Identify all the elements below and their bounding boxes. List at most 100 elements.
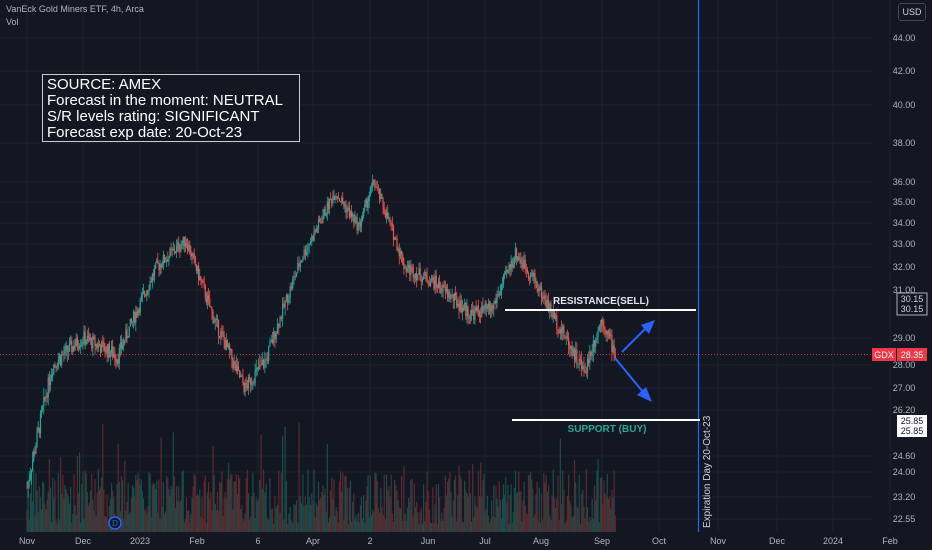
volume-bar: [590, 520, 592, 532]
candle-body: [588, 358, 590, 364]
volume-indicator-label[interactable]: Vol: [6, 17, 19, 27]
candle-body: [183, 236, 185, 247]
volume-bar: [183, 522, 185, 532]
candle-body: [127, 337, 129, 339]
dividend-marker-icon[interactable]: D: [108, 516, 122, 530]
candle-body: [487, 303, 490, 307]
volume-bar: [27, 491, 29, 532]
candle-body: [80, 345, 82, 347]
volume-bar: [380, 488, 382, 532]
volume-bar: [343, 520, 345, 532]
candle-body: [482, 305, 484, 311]
volume-bar: [568, 474, 570, 532]
candle-body: [427, 281, 429, 285]
price-axis[interactable]: 44.00 42.00 40.00 38.00 36.00 35.00 34.00 33.00…: [893, 33, 916, 524]
volume-bar: [419, 511, 421, 532]
candle-body: [55, 365, 57, 368]
candle-body: [290, 286, 293, 289]
volume-bar: [544, 483, 546, 532]
candle-body: [595, 340, 597, 347]
volume-bar: [437, 484, 440, 532]
candle-body: [492, 305, 494, 310]
candle-body: [518, 256, 520, 261]
symbol-title: VanEck Gold Miners ETF, 4h, Arca: [6, 4, 144, 14]
volume-bar: [546, 491, 548, 532]
candle-body: [578, 358, 580, 364]
candle-body: [477, 306, 479, 312]
candle-body: [256, 367, 258, 370]
candle-body: [242, 376, 244, 384]
volume-bar: [252, 472, 254, 532]
volume-bar: [167, 478, 169, 532]
volume-bar: [579, 523, 582, 532]
volume-bar: [397, 500, 399, 532]
candle-body: [357, 223, 359, 231]
candle-body: [262, 359, 265, 368]
candle-body: [614, 355, 616, 358]
volume-bar: [175, 485, 178, 532]
candle-body: [321, 222, 323, 223]
volume-bar: [220, 482, 222, 532]
volume-bar: [302, 474, 304, 532]
volume-bar: [327, 522, 330, 532]
candle-body: [115, 358, 117, 362]
volume-bar: [366, 486, 368, 532]
candle-body: [47, 377, 49, 398]
candle-body: [604, 329, 606, 332]
candle-body: [469, 315, 471, 319]
candle-body: [539, 286, 541, 290]
candle-body: [348, 207, 350, 217]
candle-body: [194, 257, 196, 266]
candle-body: [360, 221, 363, 227]
candle-body: [226, 340, 229, 348]
volume-bar: [322, 485, 324, 532]
volume-bar: [112, 490, 114, 532]
candle-body: [83, 331, 85, 343]
candle-body: [454, 292, 457, 297]
time-axis[interactable]: Nov Dec 2023 Feb 6 Apr 2 Jun Jul Aug Sep Oct Nov Dec 2…: [19, 536, 898, 546]
volume-bar: [30, 470, 33, 532]
candle-body: [87, 335, 90, 338]
candle-body: [219, 336, 221, 338]
volume-bar: [450, 492, 452, 532]
volume-bar: [399, 508, 402, 532]
y-tick-label: 24.00: [893, 467, 916, 477]
volume-bar: [597, 459, 599, 532]
candle-body: [339, 201, 342, 202]
currency-button[interactable]: USD: [898, 3, 926, 21]
volume-bar: [333, 479, 335, 532]
volume-bar: [502, 484, 505, 532]
candle-body: [323, 209, 325, 217]
candle-body: [129, 318, 131, 327]
volume-bar: [547, 485, 550, 532]
volume-bar: [493, 485, 495, 532]
candle-body: [168, 256, 170, 262]
volume-bar: [540, 493, 543, 532]
candle-body: [506, 270, 508, 273]
y-tick-label: 23.20: [893, 492, 916, 502]
volume-bar: [227, 462, 230, 532]
candle-body: [136, 312, 138, 316]
candle-body: [31, 460, 34, 470]
candle-body: [180, 245, 182, 251]
candle-body: [558, 330, 560, 334]
candle-body: [436, 285, 438, 288]
candle-body: [235, 364, 237, 372]
candle-body: [416, 273, 418, 280]
volume-bar: [580, 494, 583, 532]
volume-bar: [571, 517, 573, 532]
candle-body: [98, 344, 101, 347]
volume-bar: [500, 519, 502, 532]
candle-body: [144, 291, 146, 296]
volume-bar: [185, 497, 188, 532]
volume-bar: [304, 496, 307, 532]
volume-bar: [71, 522, 73, 532]
volume-bar: [171, 488, 173, 532]
volume-bar: [68, 503, 71, 532]
candle-body: [221, 331, 223, 332]
candle-body: [159, 264, 161, 270]
volume-bar: [117, 443, 119, 532]
candle-body: [280, 316, 282, 319]
volume-bar: [246, 469, 248, 532]
